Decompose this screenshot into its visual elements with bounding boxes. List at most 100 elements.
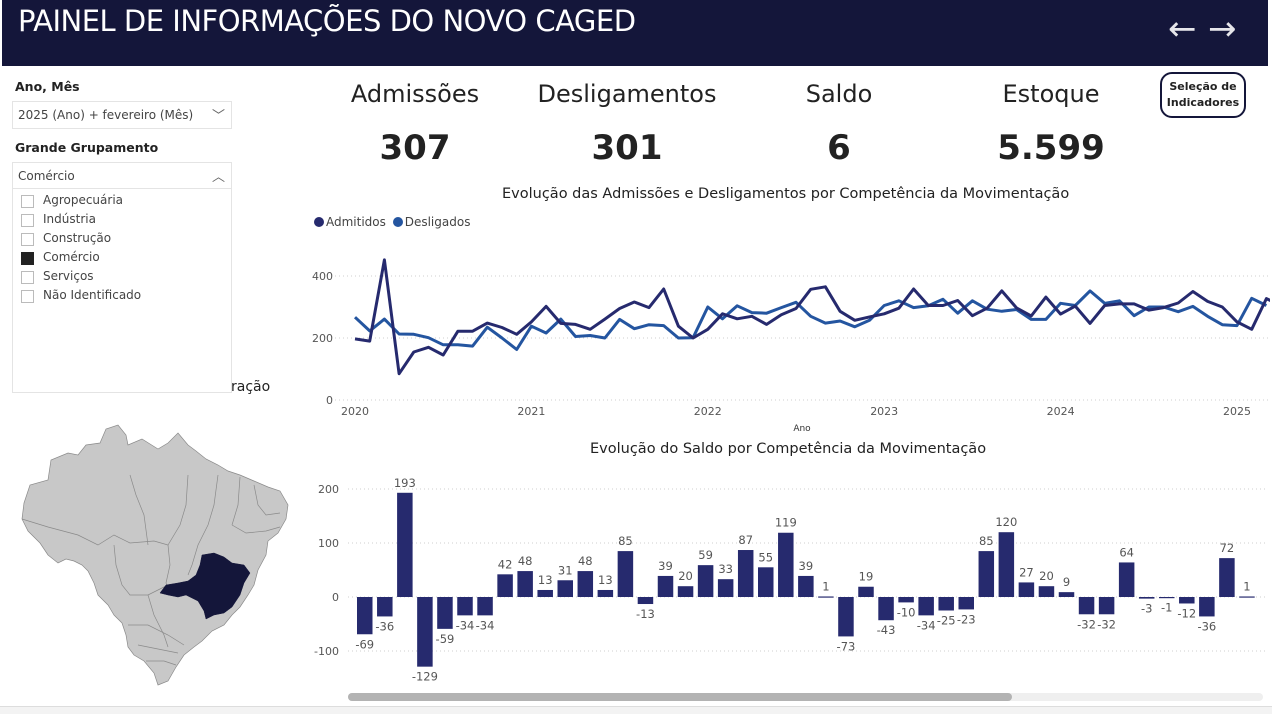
bar[interactable]: [457, 597, 473, 616]
bar[interactable]: [778, 532, 794, 597]
kpi-saldo-label: Saldo: [805, 80, 873, 108]
x-tick-label: 2024: [1047, 405, 1075, 418]
line-chart[interactable]: 0 200 400 2020 2021 2022 2023 2024 2025 Ano: [300, 230, 1270, 435]
series-line-admitidos[interactable]: [354, 258, 1270, 376]
bar[interactable]: [497, 574, 513, 597]
bar[interactable]: [978, 551, 995, 597]
bar-data-label: 27: [1019, 565, 1034, 579]
legend-label-admitidos[interactable]: Admitidos: [326, 215, 386, 229]
bar-data-label: 39: [658, 559, 673, 573]
bar-data-label: 42: [498, 557, 513, 571]
bar-data-label: 39: [799, 559, 814, 573]
bar[interactable]: [377, 597, 393, 617]
bar[interactable]: [858, 586, 874, 597]
bar[interactable]: [1159, 597, 1175, 599]
bar-data-label: 87: [738, 533, 753, 547]
bar[interactable]: [717, 579, 734, 597]
bar[interactable]: [1179, 597, 1195, 604]
bar-data-label: -36: [1197, 619, 1216, 633]
bar-data-label: -34: [456, 618, 475, 632]
option-label: Não Identificado: [43, 288, 142, 302]
bar[interactable]: [898, 597, 914, 603]
y-tick-label: 100: [318, 537, 339, 550]
bar[interactable]: [1058, 592, 1075, 597]
checkbox[interactable]: [21, 214, 34, 227]
kpi-estoque-label: Estoque: [1002, 80, 1100, 108]
y-tick-label: 0: [332, 591, 339, 604]
bar[interactable]: [617, 551, 634, 597]
bar[interactable]: [1239, 596, 1255, 598]
bar-data-label: -59: [436, 632, 455, 646]
bar-data-label: -34: [917, 618, 936, 632]
bar[interactable]: [517, 571, 533, 597]
bar[interactable]: [1118, 562, 1135, 597]
y-tick-label: -100: [314, 645, 339, 658]
bar[interactable]: [818, 596, 834, 598]
bar[interactable]: [437, 597, 453, 629]
bar[interactable]: [1219, 558, 1235, 597]
bar-data-label: 120: [995, 515, 1017, 529]
bar[interactable]: [537, 589, 553, 597]
checkbox[interactable]: [21, 290, 34, 303]
bar[interactable]: [397, 492, 413, 597]
bar[interactable]: [637, 597, 654, 605]
bar-data-label: 72: [1220, 541, 1235, 555]
bar[interactable]: [958, 597, 975, 610]
legend-label-desligados[interactable]: Desligados: [404, 215, 471, 229]
period-dropdown[interactable]: 2025 (Ano) + fevereiro (Mês) ﹀: [12, 101, 232, 129]
kpi-estoque-value: 5.599: [997, 128, 1105, 168]
bar[interactable]: [737, 550, 754, 597]
brazil-map[interactable]: [18, 415, 293, 690]
bar-data-label: 1: [822, 579, 829, 593]
kpi-saldo-value: 6: [827, 128, 851, 168]
chevron-down-icon: ﹀: [211, 109, 225, 124]
group-dropdown[interactable]: Comércio ︿: [12, 162, 232, 190]
bar-data-label: 20: [1039, 569, 1054, 583]
group-dropdown-value: Comércio: [18, 169, 75, 183]
line-chart-legend: Admitidos Desligados: [314, 215, 470, 229]
bar[interactable]: [878, 597, 894, 621]
bar[interactable]: [1038, 586, 1055, 597]
kpi-admissoes-value: 307: [379, 128, 451, 168]
legend-dot-admitidos: [314, 217, 324, 227]
bar[interactable]: [417, 597, 433, 667]
bar[interactable]: [357, 597, 373, 635]
bar[interactable]: [998, 532, 1015, 597]
period-filter-label: Ano, Mês: [15, 79, 80, 94]
forward-arrow-icon[interactable]: →: [1208, 9, 1237, 49]
state-borders: [21, 474, 281, 666]
checkbox[interactable]: [21, 233, 34, 246]
bar-data-label: 13: [538, 573, 553, 587]
bar[interactable]: [838, 597, 854, 637]
bar[interactable]: [557, 580, 574, 597]
bar[interactable]: [918, 597, 934, 616]
series-line-desligados[interactable]: [353, 289, 1268, 351]
back-arrow-icon[interactable]: ←: [1168, 9, 1197, 49]
bar[interactable]: [1098, 597, 1115, 615]
bar[interactable]: [1078, 597, 1095, 615]
bar[interactable]: [477, 597, 493, 616]
map-region-minas-gerais[interactable]: [159, 552, 251, 620]
bar[interactable]: [577, 571, 594, 597]
bar[interactable]: [697, 565, 714, 597]
bar[interactable]: [657, 575, 674, 597]
y-tick-label: 0: [326, 394, 333, 407]
bar[interactable]: [758, 567, 774, 597]
bar[interactable]: [597, 589, 614, 597]
checkbox[interactable]: [21, 271, 34, 284]
indicator-selection-button[interactable]: Seleção de Indicadores: [1160, 72, 1246, 118]
bar[interactable]: [938, 597, 954, 611]
checkbox[interactable]: [21, 195, 34, 208]
checkbox-checked[interactable]: [21, 252, 34, 265]
bar[interactable]: [677, 586, 694, 597]
bar[interactable]: [798, 575, 814, 597]
bar[interactable]: [1199, 597, 1215, 617]
bar-data-label: -129: [412, 670, 438, 684]
bar[interactable]: [1138, 597, 1155, 599]
bar-data-label: -23: [957, 612, 976, 626]
bar-chart-scrollbar-thumb[interactable]: [348, 693, 1012, 701]
bar[interactable]: [1018, 582, 1035, 597]
bar-data-label: 85: [979, 534, 994, 548]
map-region-north[interactable]: [21, 424, 289, 686]
